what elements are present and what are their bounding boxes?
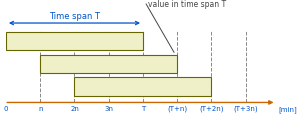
Text: (T+2n): (T+2n) — [199, 106, 224, 112]
Bar — [74, 77, 212, 96]
Text: [min]: [min] — [278, 106, 297, 113]
Text: 3n: 3n — [104, 106, 113, 112]
Text: n: n — [38, 106, 43, 112]
Text: Time span T: Time span T — [49, 12, 100, 21]
Text: (T+3n): (T+3n) — [233, 106, 258, 112]
Bar — [6, 32, 143, 50]
Text: (T+n): (T+n) — [167, 106, 187, 112]
Text: value in time span T: value in time span T — [148, 0, 226, 9]
Text: 0: 0 — [4, 106, 8, 112]
Text: T: T — [141, 106, 145, 112]
Text: 2n: 2n — [70, 106, 79, 112]
Bar — [40, 55, 177, 73]
